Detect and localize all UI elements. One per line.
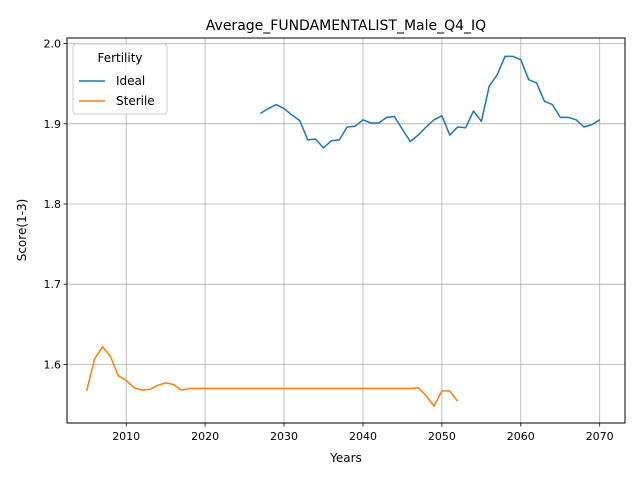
legend-label-sterile: Sterile [116,94,155,108]
chart-title: Average_FUNDAMENTALIST_Male_Q4_IQ [206,18,486,34]
x-tick-label: 2040 [349,430,377,443]
y-tick-label: 1.8 [44,198,62,211]
x-tick-label: 2030 [270,430,298,443]
y-tick-label: 1.9 [44,118,62,131]
y-tick-label: 1.7 [44,278,62,291]
x-tick-label: 2050 [428,430,456,443]
x-tick-label: 2010 [112,430,140,443]
y-tick-label: 1.6 [44,358,62,371]
x-tick-label: 2070 [586,430,614,443]
x-tick-label: 2020 [191,430,219,443]
y-axis-label: Score(1-3) [15,199,29,262]
x-tick-label: 2060 [507,430,535,443]
x-axis-label: Years [329,451,362,465]
legend-label-ideal: Ideal [116,74,145,88]
y-tick-label: 2.0 [44,38,62,51]
legend: Fertility Ideal Sterile [73,44,167,114]
legend-title: Fertility [97,51,142,65]
